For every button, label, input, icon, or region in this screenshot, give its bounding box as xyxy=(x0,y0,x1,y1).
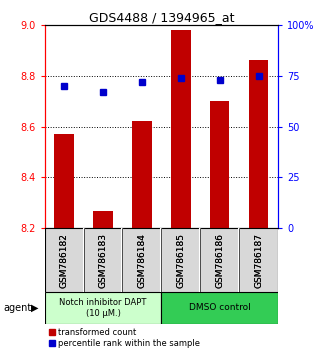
Text: GSM786187: GSM786187 xyxy=(254,233,263,288)
Text: GSM786183: GSM786183 xyxy=(99,233,108,288)
Text: GSM786186: GSM786186 xyxy=(215,233,224,288)
Text: GSM786184: GSM786184 xyxy=(137,233,146,288)
Bar xyxy=(210,101,229,228)
Title: GDS4488 / 1394965_at: GDS4488 / 1394965_at xyxy=(89,11,234,24)
Text: GSM786182: GSM786182 xyxy=(60,233,69,288)
Bar xyxy=(171,30,191,228)
Text: GSM786187: GSM786187 xyxy=(254,233,263,288)
Text: ▶: ▶ xyxy=(31,303,39,313)
Text: GSM786185: GSM786185 xyxy=(176,233,185,288)
Text: GSM786186: GSM786186 xyxy=(215,233,224,288)
Bar xyxy=(249,61,268,228)
Text: GSM786185: GSM786185 xyxy=(176,233,185,288)
Text: GSM786184: GSM786184 xyxy=(137,233,146,288)
Legend: transformed count, percentile rank within the sample: transformed count, percentile rank withi… xyxy=(49,328,200,348)
Text: agent: agent xyxy=(3,303,31,313)
Bar xyxy=(132,121,152,228)
Text: GSM786183: GSM786183 xyxy=(99,233,108,288)
Text: Notch inhibitor DAPT
(10 μM.): Notch inhibitor DAPT (10 μM.) xyxy=(59,298,147,318)
FancyBboxPatch shape xyxy=(161,292,278,324)
FancyBboxPatch shape xyxy=(45,292,161,324)
Text: DMSO control: DMSO control xyxy=(189,303,251,313)
Bar xyxy=(54,134,74,228)
Text: GSM786182: GSM786182 xyxy=(60,233,69,288)
FancyBboxPatch shape xyxy=(45,228,278,292)
Bar xyxy=(93,211,113,228)
